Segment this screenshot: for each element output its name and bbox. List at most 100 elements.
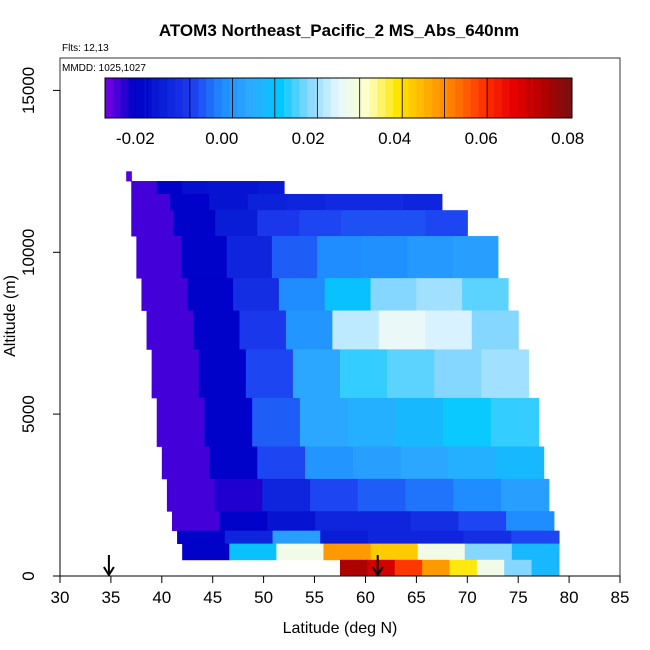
colorbar-swatch bbox=[361, 78, 371, 118]
heatmap-cell-13-5 bbox=[417, 543, 466, 561]
heatmap-cell-8-3 bbox=[299, 397, 349, 447]
heatmap-cell-13-1 bbox=[229, 543, 277, 561]
colorbar-tick-label: 0.00 bbox=[205, 129, 238, 148]
heatmap-cell-4-5 bbox=[362, 236, 409, 279]
heatmap-cell-2-3 bbox=[247, 193, 288, 211]
heatmap-cell-4-4 bbox=[317, 236, 363, 279]
x-tick-label: 45 bbox=[203, 588, 222, 607]
heatmap-cell-6-0 bbox=[146, 310, 194, 350]
heatmap-cell-8-6 bbox=[443, 397, 492, 447]
colorbar-swatch bbox=[486, 78, 495, 118]
colorbar-swatch bbox=[322, 78, 332, 118]
colorbar-swatch bbox=[221, 78, 231, 118]
heatmap-cell-11-6 bbox=[458, 511, 507, 532]
colorbar-swatch bbox=[291, 78, 301, 118]
colorbar-swatch bbox=[245, 78, 254, 118]
heatmap-cell-6-7 bbox=[471, 310, 519, 350]
heatmap-cell-9-2 bbox=[257, 446, 306, 480]
heatmap-cell-4-3 bbox=[271, 236, 318, 279]
heatmap-cell-12-7 bbox=[511, 530, 560, 545]
colorbar-swatch bbox=[408, 78, 417, 118]
heatmap-cell-14-3 bbox=[422, 559, 451, 577]
mmdd-label: MMDD: 1025,1027 bbox=[62, 63, 146, 74]
colorbar-tick-label: -0.02 bbox=[116, 129, 155, 148]
heatmap-cell-6-6 bbox=[425, 310, 473, 350]
heatmap-cell-13-2 bbox=[276, 543, 325, 561]
heatmap-cell-8-5 bbox=[395, 397, 444, 447]
heatmap-cell-9-4 bbox=[352, 446, 402, 480]
colorbar-swatch bbox=[299, 78, 308, 118]
heatmap-cell-1-5 bbox=[258, 181, 285, 195]
colorbar-swatch bbox=[206, 78, 215, 118]
heatmap-cell-1-4 bbox=[233, 181, 260, 195]
heatmap-cell-1-3 bbox=[207, 181, 234, 195]
heatmap-cell-1-0 bbox=[131, 181, 158, 195]
heatmap-cell-12-5 bbox=[415, 530, 465, 545]
heatmap-cell-7-4 bbox=[340, 349, 388, 399]
heatmap-cell-10-0 bbox=[166, 478, 216, 512]
colorbar-swatch bbox=[284, 78, 293, 118]
heatmap-cell-12-2 bbox=[272, 530, 321, 545]
heatmap-cell-14-2 bbox=[394, 559, 423, 577]
colorbar-swatch bbox=[190, 78, 199, 118]
heatmap-cell-9-6 bbox=[448, 446, 497, 480]
colorbar-swatch bbox=[494, 78, 503, 118]
heatmap-cell-6-3 bbox=[285, 310, 333, 350]
heatmap-cell-10-4 bbox=[357, 478, 407, 512]
heatmap-cell-7-3 bbox=[292, 349, 341, 399]
colorbar-swatch bbox=[447, 78, 456, 118]
heatmap-cell-12-1 bbox=[224, 530, 274, 545]
heatmap-cell-3-5 bbox=[341, 210, 384, 237]
colorbar-swatch bbox=[229, 78, 238, 118]
heatmap-cell-5-4 bbox=[324, 278, 372, 311]
colorbar-swatch bbox=[369, 78, 378, 118]
heatmap-cell-7-6 bbox=[434, 349, 482, 399]
heatmap-cell-6-2 bbox=[239, 310, 287, 350]
y-tick-label: 5000 bbox=[19, 395, 38, 433]
heatmap-cell-8-2 bbox=[252, 397, 301, 447]
colorbar-swatch bbox=[136, 78, 145, 118]
heatmap-cell-11-3 bbox=[315, 511, 364, 532]
heatmap-cell-7-5 bbox=[387, 349, 435, 399]
heatmap-cell-6-1 bbox=[193, 310, 241, 350]
heatmap-cell-14-5 bbox=[476, 559, 505, 577]
flight-arrows bbox=[103, 555, 384, 577]
heatmap-cell-2-5 bbox=[325, 193, 365, 211]
heatmap-cell-13-4 bbox=[370, 543, 419, 561]
heatmap-cell-1-1 bbox=[156, 181, 183, 195]
colorbar-swatch bbox=[167, 78, 176, 118]
y-axis-label: Altitude (m) bbox=[2, 275, 19, 357]
x-tick-label: 65 bbox=[407, 588, 426, 607]
heatmap-cell-7-7 bbox=[481, 349, 529, 399]
colorbar-swatch bbox=[260, 78, 269, 118]
colorbar-swatch bbox=[330, 78, 339, 118]
heatmap-cell-9-5 bbox=[400, 446, 449, 480]
heatmap-cells bbox=[126, 171, 560, 577]
colorbar-swatch bbox=[151, 78, 160, 118]
colorbar-swatch bbox=[400, 78, 410, 118]
heatmap-cell-8-0 bbox=[156, 397, 206, 447]
heatmap-cell-1-2 bbox=[182, 181, 209, 195]
heatmap-cell-0-0 bbox=[126, 171, 132, 182]
colorbar-swatch bbox=[424, 78, 433, 118]
heatmap-cell-12-6 bbox=[463, 530, 512, 545]
heatmap-cell-10-1 bbox=[214, 478, 263, 512]
axes: 30 35 40 45 50 55 60 65 70 75 80 85 0 5000 10000 15000 bbox=[19, 67, 629, 607]
x-tick-label: 35 bbox=[101, 588, 120, 607]
heatmap-cell-10-2 bbox=[262, 478, 311, 512]
heatmap-cell-12-3 bbox=[320, 530, 369, 545]
heatmap-cell-13-6 bbox=[464, 543, 513, 561]
colorbar-swatch bbox=[564, 78, 573, 118]
heatmap-cell-11-2 bbox=[267, 511, 316, 532]
colorbar-frame bbox=[104, 77, 573, 119]
x-tick-label: 55 bbox=[305, 588, 324, 607]
heatmap-cell-7-0 bbox=[151, 349, 200, 399]
heatmap-cell-13-0 bbox=[182, 543, 230, 561]
y-tick-label: 0 bbox=[19, 571, 38, 580]
heatmap-cell-10-7 bbox=[501, 478, 550, 512]
heatmap-cell-5-5 bbox=[370, 278, 417, 311]
colorbar-swatch bbox=[540, 78, 550, 118]
colorbar-swatch bbox=[112, 78, 122, 118]
heatmap-cell-10-3 bbox=[310, 478, 359, 512]
